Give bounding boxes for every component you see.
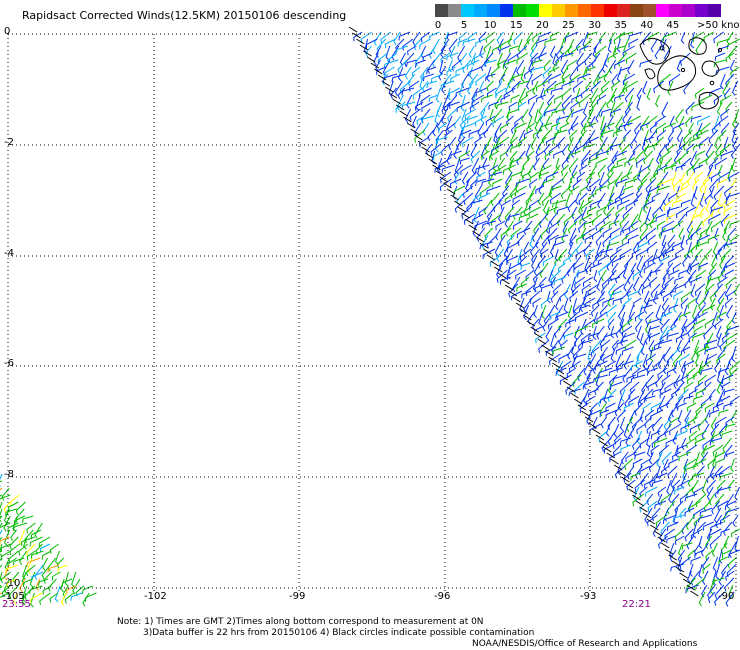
color-scale-tick: 35 xyxy=(614,20,628,31)
color-scale-swatch xyxy=(539,4,552,17)
longitude-label: -90 xyxy=(718,591,735,602)
color-scale-tick-labels: 0 5 10 15 20 25 30 35 40 45 xyxy=(435,20,735,34)
color-scale-tick: 5 xyxy=(460,20,468,31)
color-scale-tick: 45 xyxy=(666,20,680,31)
color-scale-unit-label: >50 knots xyxy=(697,20,740,31)
color-scale-swatches xyxy=(435,4,721,17)
map-title: Rapidsact Corrected Winds(12.5KM) 201501… xyxy=(22,9,347,22)
color-scale-swatch xyxy=(474,4,487,17)
color-scale-swatch xyxy=(552,4,565,17)
longitude-label: -93 xyxy=(580,591,597,602)
color-scale-tick: 15 xyxy=(509,20,523,31)
color-scale-swatch xyxy=(526,4,539,17)
color-scale-tick: 20 xyxy=(536,20,549,31)
latitude-label: -2 xyxy=(4,137,14,148)
color-scale-swatch xyxy=(669,4,682,17)
swath-time-left: 23:55 xyxy=(2,599,31,610)
swath-time-right: 22:21 xyxy=(622,599,651,610)
color-scale-swatch xyxy=(695,4,708,17)
color-scale-swatch xyxy=(487,4,500,17)
color-scale-swatch xyxy=(565,4,578,17)
color-scale-swatch xyxy=(578,4,591,17)
wind-barbs-right-swath xyxy=(353,31,740,607)
color-scale-swatch xyxy=(513,4,526,17)
note-line-3: NOAA/NESDIS/Office of Research and Appli… xyxy=(472,639,698,649)
swath-edge-barbs xyxy=(348,26,699,597)
color-scale-swatch xyxy=(435,4,448,17)
color-scale-swatch xyxy=(591,4,604,17)
color-scale-swatch xyxy=(656,4,669,17)
color-scale-swatch xyxy=(630,4,643,17)
color-scale-tick: 30 xyxy=(588,20,601,31)
color-scale-tick: 40 xyxy=(640,20,654,31)
color-scale-tick: 25 xyxy=(562,20,575,31)
color-scale-swatch xyxy=(448,4,461,17)
longitude-label: -105 xyxy=(2,591,25,602)
wind-speed-color-scale: 0 5 10 15 20 25 30 35 40 45 >50 knots xyxy=(435,4,740,31)
longitude-label: -102 xyxy=(144,591,167,602)
color-scale-swatch xyxy=(604,4,617,17)
color-scale-swatch xyxy=(682,4,695,17)
latitude-label: 0 xyxy=(4,26,11,37)
lat-lon-grid xyxy=(7,33,737,592)
color-scale-swatch xyxy=(708,4,721,17)
latitude-label: -6 xyxy=(4,358,14,369)
note-line-1: Note: 1) Times are GMT 2)Times along bot… xyxy=(117,617,484,627)
latitude-label: -8 xyxy=(4,469,14,480)
color-scale-swatch xyxy=(500,4,513,17)
color-scale-swatch xyxy=(617,4,630,17)
color-scale-tick: 0 xyxy=(434,20,442,31)
longitude-label: -96 xyxy=(434,591,451,602)
color-scale-tick: 10 xyxy=(483,20,497,31)
longitude-label: -99 xyxy=(289,591,306,602)
color-scale-swatch xyxy=(643,4,656,17)
latitude-label: -10 xyxy=(4,578,21,589)
rain-contamination-contours xyxy=(639,37,723,110)
note-line-2: 3)Data buffer is 22 hrs from 20150106 4)… xyxy=(143,628,535,638)
latitude-label: -4 xyxy=(4,248,14,259)
color-scale-swatch xyxy=(461,4,474,17)
